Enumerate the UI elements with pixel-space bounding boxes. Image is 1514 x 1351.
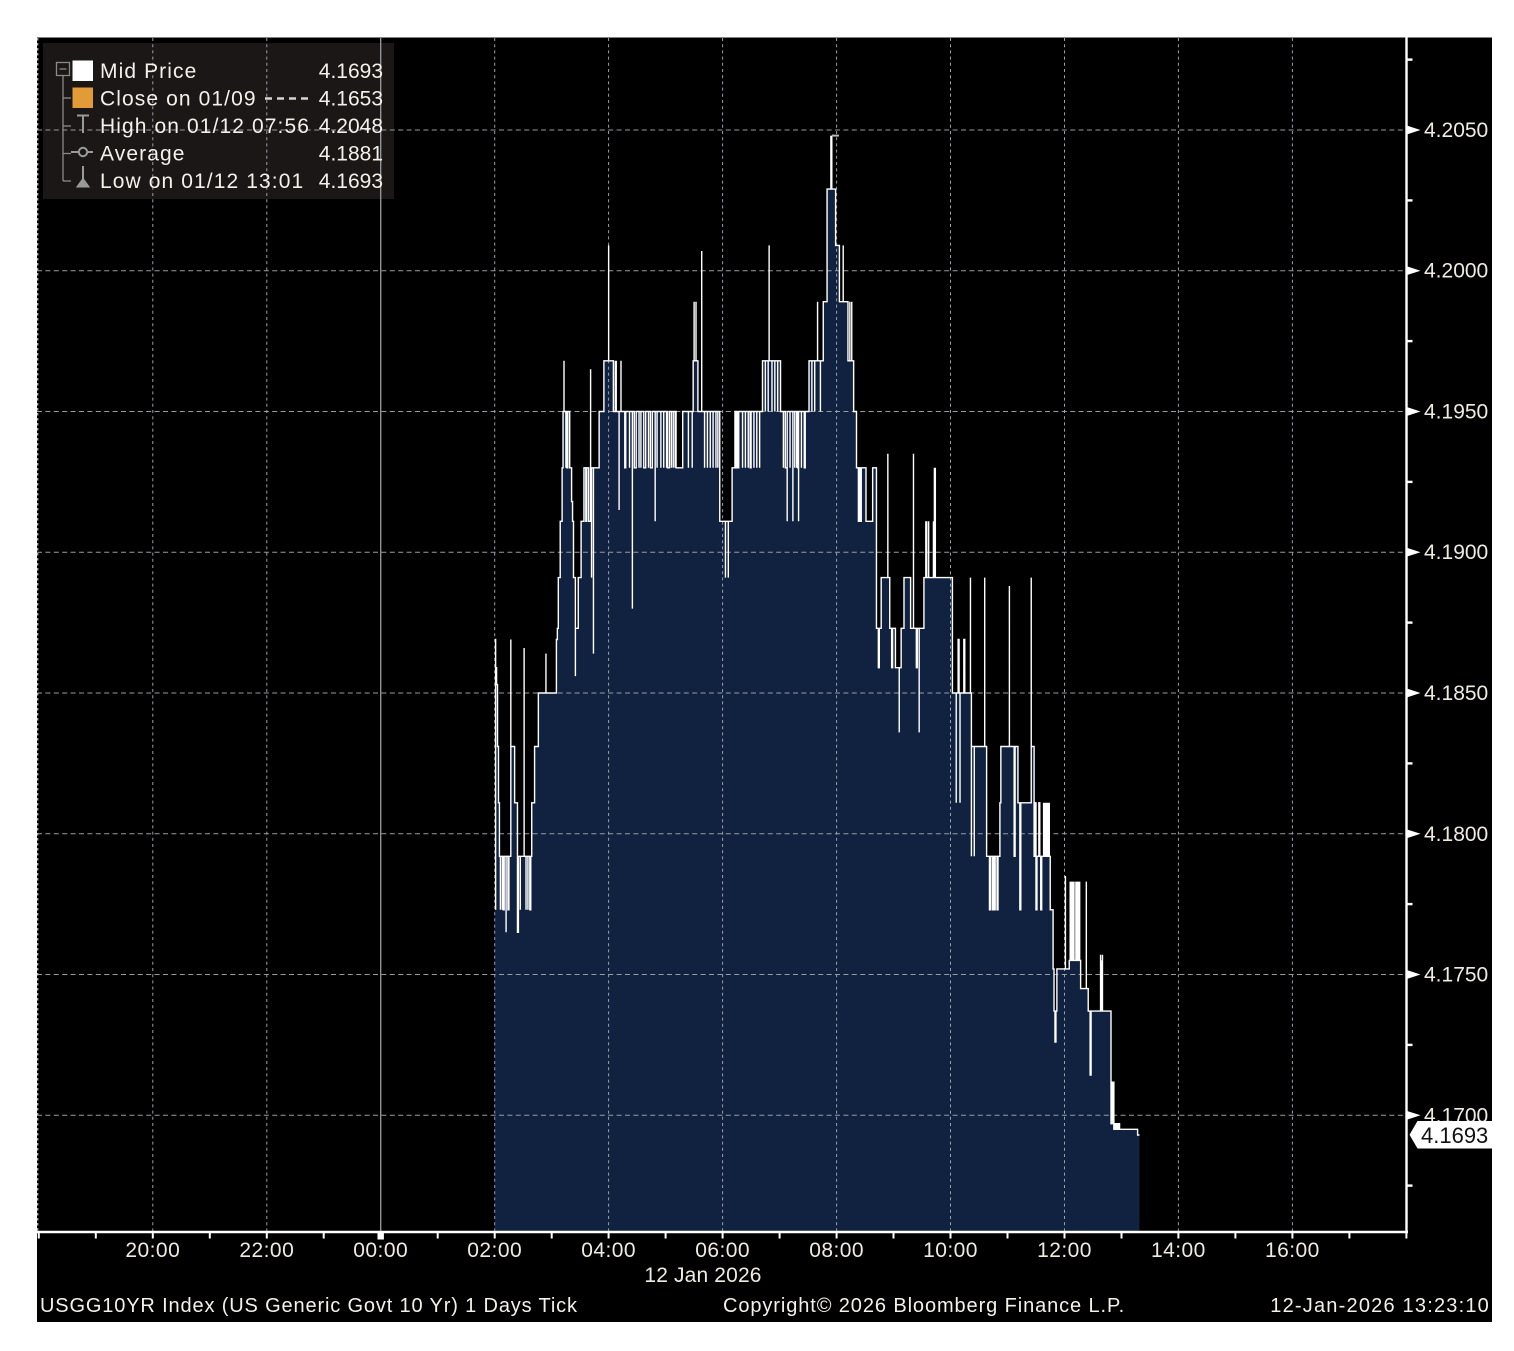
svg-text:4.1850: 4.1850	[1424, 682, 1488, 705]
svg-text:Close on 01/09: Close on 01/09	[100, 88, 257, 111]
svg-text:00:00: 00:00	[353, 1239, 408, 1262]
svg-text:4.2048: 4.2048	[319, 115, 383, 138]
svg-text:12-Jan-2026 13:23:10: 12-Jan-2026 13:23:10	[1270, 1295, 1490, 1317]
svg-text:USGG10YR Index (US Generic Gov: USGG10YR Index (US Generic Govt 10 Yr) 1…	[40, 1295, 578, 1317]
svg-text:22:00: 22:00	[239, 1239, 294, 1262]
svg-text:4.1950: 4.1950	[1424, 401, 1488, 424]
svg-text:02:00: 02:00	[467, 1239, 522, 1262]
svg-text:4.1900: 4.1900	[1424, 541, 1488, 564]
svg-text:Mid Price: Mid Price	[100, 60, 197, 83]
svg-text:4.1693: 4.1693	[1421, 1123, 1488, 1148]
svg-text:06:00: 06:00	[695, 1239, 750, 1262]
svg-text:4.1750: 4.1750	[1424, 964, 1488, 987]
svg-text:4.1693: 4.1693	[319, 60, 383, 83]
svg-text:12:00: 12:00	[1037, 1239, 1092, 1262]
svg-text:04:00: 04:00	[581, 1239, 636, 1262]
svg-text:20:00: 20:00	[125, 1239, 180, 1262]
svg-text:10:00: 10:00	[923, 1239, 978, 1262]
svg-text:4.2000: 4.2000	[1424, 260, 1488, 283]
svg-text:4.2050: 4.2050	[1424, 119, 1488, 142]
svg-text:4.1693: 4.1693	[319, 170, 383, 193]
svg-text:Low on 01/12 13:01: Low on 01/12 13:01	[100, 170, 304, 193]
svg-text:Copyright© 2026 Bloomberg Fina: Copyright© 2026 Bloomberg Finance L.P.	[723, 1295, 1125, 1317]
svg-text:16:00: 16:00	[1265, 1239, 1320, 1262]
svg-text:4.1800: 4.1800	[1424, 823, 1488, 846]
svg-text:14:00: 14:00	[1151, 1239, 1206, 1262]
svg-text:4.1653: 4.1653	[319, 88, 383, 111]
svg-text:High on 01/12 07:56: High on 01/12 07:56	[100, 115, 310, 138]
svg-text:12 Jan 2026: 12 Jan 2026	[644, 1264, 761, 1287]
svg-text:4.1881: 4.1881	[319, 143, 383, 166]
svg-text:Average: Average	[100, 143, 186, 166]
svg-text:08:00: 08:00	[809, 1239, 864, 1262]
